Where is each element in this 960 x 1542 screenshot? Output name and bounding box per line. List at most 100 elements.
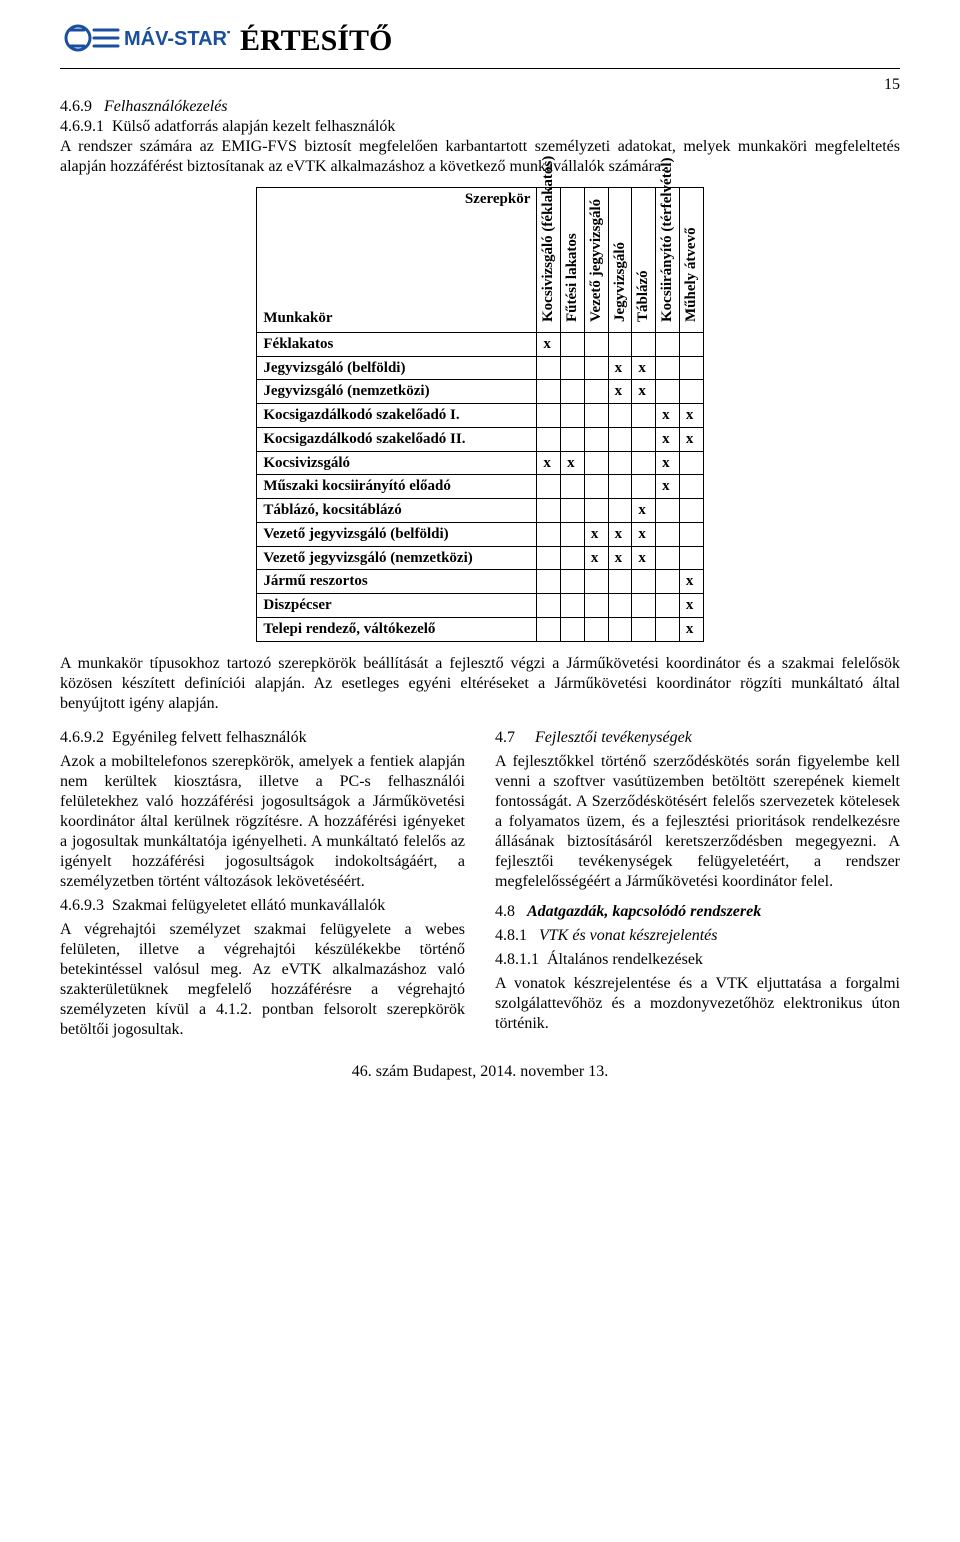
cell: x xyxy=(679,617,703,641)
cell xyxy=(656,546,680,570)
cell xyxy=(537,499,561,523)
two-column-region: 4.6.9.2 Egyénileg felvett felhasználók A… xyxy=(60,728,900,1044)
table-row: Féklakatosx xyxy=(257,332,703,356)
cell xyxy=(537,380,561,404)
row-label: Jármű reszortos xyxy=(257,570,537,594)
col-head-label: Táblázó xyxy=(634,192,653,322)
cell xyxy=(561,499,585,523)
brand-logo: MÁV-START xyxy=(60,20,230,62)
sec-title: Fejlesztői tevékenységek xyxy=(535,729,692,746)
row-label: Féklakatos xyxy=(257,332,537,356)
col-head-label: Kocsiirányító (térfelvétel) xyxy=(658,192,677,322)
cell xyxy=(632,332,656,356)
cell xyxy=(608,570,632,594)
sec-num: 4.8.1.1 xyxy=(495,951,539,968)
cell xyxy=(584,427,608,451)
sec-num: 4.8 xyxy=(495,903,515,920)
cell xyxy=(584,404,608,428)
cell xyxy=(561,617,585,641)
cell xyxy=(584,451,608,475)
left-column: 4.6.9.2 Egyénileg felvett felhasználók A… xyxy=(60,728,465,1044)
section-heading-4692: 4.6.9.2 Egyénileg felvett felhasználók xyxy=(60,728,465,748)
table-row: Vezető jegyvizsgáló (belföldi)xxx xyxy=(257,522,703,546)
cell xyxy=(608,617,632,641)
cell xyxy=(537,475,561,499)
right-column: 4.7 Fejlesztői tevékenységek A fejlesztő… xyxy=(495,728,900,1044)
col-head-label: Műhely átvevő xyxy=(682,192,701,322)
row-label: Vezető jegyvizsgáló (nemzetközi) xyxy=(257,546,537,570)
sec-title: Adatgazdák, kapcsolódó rendszerek xyxy=(527,903,761,920)
intro-paragraph: A rendszer számára az EMIG-FVS biztosít … xyxy=(60,137,900,177)
page-number: 15 xyxy=(60,75,900,95)
paragraph: A vonatok készrejelentése és a VTK eljut… xyxy=(495,974,900,1034)
cell: x xyxy=(679,570,703,594)
sec-num: 4.6.9.2 xyxy=(60,729,104,746)
row-label: Kocsigazdálkodó szakelőadó I. xyxy=(257,404,537,428)
corner-bottom: Munkakör xyxy=(263,309,530,328)
col-head-3: Jegyvizsgáló xyxy=(608,188,632,333)
cell xyxy=(608,332,632,356)
col-head-5: Kocsiirányító (térfelvétel) xyxy=(656,188,680,333)
page-header: MÁV-START ÉRTESÍTŐ xyxy=(60,20,900,69)
cell xyxy=(561,570,585,594)
cell xyxy=(561,475,585,499)
subsection-title: Külső adatforrás alapján kezelt felhaszn… xyxy=(112,118,395,135)
header-title: ÉRTESÍTŐ xyxy=(240,22,392,60)
cell xyxy=(679,499,703,523)
cell xyxy=(537,617,561,641)
cell xyxy=(561,427,585,451)
cell xyxy=(561,594,585,618)
cell xyxy=(584,356,608,380)
cell xyxy=(656,380,680,404)
after-table-paragraph: A munkakör típusokhoz tartozó szerepkörö… xyxy=(60,654,900,714)
cell xyxy=(679,356,703,380)
sec-title: VTK és vonat készrejelentés xyxy=(539,927,717,944)
section-heading-4811: 4.8.1.1 Általános rendelkezések xyxy=(495,950,900,970)
col-head-label: Vezető jegyvizsgáló xyxy=(587,192,606,322)
cell: x xyxy=(608,546,632,570)
row-label: Jegyvizsgáló (belföldi) xyxy=(257,356,537,380)
sec-title: Szakmai felügyeletet ellátó munkavállaló… xyxy=(112,897,385,914)
cell xyxy=(537,427,561,451)
cell xyxy=(608,451,632,475)
cell xyxy=(561,356,585,380)
cell: x xyxy=(632,522,656,546)
cell xyxy=(584,617,608,641)
cell xyxy=(632,451,656,475)
cell: x xyxy=(608,356,632,380)
cell: x xyxy=(679,404,703,428)
cell xyxy=(537,570,561,594)
table-row: Kocsigazdálkodó szakelőadó I.xx xyxy=(257,404,703,428)
page-footer: 46. szám Budapest, 2014. november 13. xyxy=(60,1062,900,1082)
cell: x xyxy=(656,427,680,451)
sec-title: Egyénileg felvett felhasználók xyxy=(112,729,307,746)
row-label: Diszpécser xyxy=(257,594,537,618)
section-heading-48: 4.8 Adatgazdák, kapcsolódó rendszerek xyxy=(495,902,900,922)
col-head-1: Fűtési lakatos xyxy=(561,188,585,333)
row-label: Táblázó, kocsitáblázó xyxy=(257,499,537,523)
table-row: Jármű reszortos x xyxy=(257,570,703,594)
cell xyxy=(632,570,656,594)
table-row: Jegyvizsgáló (nemzetközi)xx xyxy=(257,380,703,404)
cell: x xyxy=(632,380,656,404)
table-row: Vezető jegyvizsgáló (nemzetközi)xxx xyxy=(257,546,703,570)
cell: x xyxy=(656,475,680,499)
cell xyxy=(608,404,632,428)
row-label: Telepi rendező, váltókezelő xyxy=(257,617,537,641)
table-row: Kocsigazdálkodó szakelőadó II.xx xyxy=(257,427,703,451)
cell xyxy=(537,522,561,546)
section-heading-47: 4.7 Fejlesztői tevékenységek xyxy=(495,728,900,748)
role-matrix-table-wrap: Szerepkör Munkakör Kocsivizsgáló (féklak… xyxy=(60,187,900,642)
row-label: Jegyvizsgáló (nemzetközi) xyxy=(257,380,537,404)
col-head-label: Kocsivizsgáló (féklakatos) xyxy=(539,192,558,322)
cell: x xyxy=(679,427,703,451)
cell xyxy=(561,546,585,570)
section-heading-4693: 4.6.9.3 Szakmai felügyeletet ellátó munk… xyxy=(60,896,465,916)
table-row: Diszpécser x xyxy=(257,594,703,618)
section-heading-4691: 4.6.9.1 Külső adatforrás alapján kezelt … xyxy=(60,117,900,137)
cell xyxy=(656,499,680,523)
cell xyxy=(584,594,608,618)
cell: x xyxy=(679,594,703,618)
table-row: Jegyvizsgáló (belföldi)xx xyxy=(257,356,703,380)
cell xyxy=(537,356,561,380)
